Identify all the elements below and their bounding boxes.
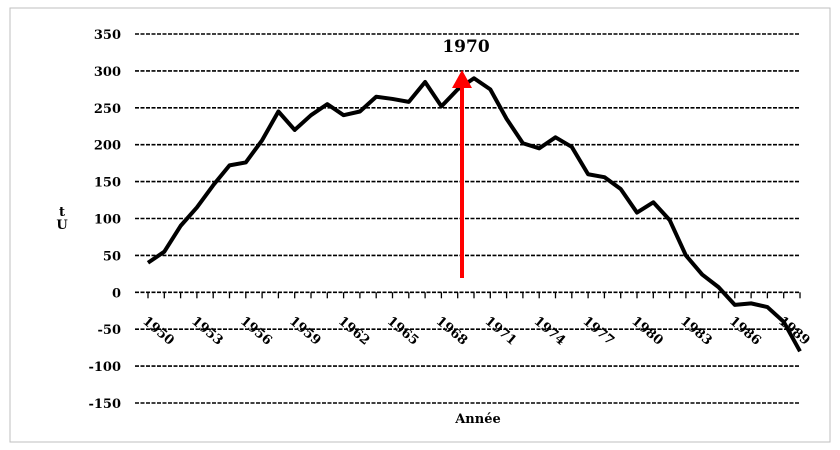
y-tick-label: 100 [94,213,121,228]
annotation-text: 1970 [442,37,489,57]
y-tick-label: -50 [98,323,122,338]
annotation-arrowhead [452,70,472,88]
y-tick-label: 300 [94,65,121,80]
y-axis-title: tU [55,205,70,231]
y-tick-label: 0 [112,286,121,301]
data-line [146,76,802,353]
x-axis-title: Année [454,412,501,427]
y-tick-label: 200 [94,139,121,154]
y-tick-label: 350 [94,28,121,43]
y-tick-label: 50 [103,249,121,264]
y-tick-label: 150 [94,176,121,191]
y-tick-label: -100 [88,360,121,375]
y-tick-label: 250 [94,102,121,117]
chart-frame [9,7,831,443]
y-tick-label: -150 [88,397,121,412]
